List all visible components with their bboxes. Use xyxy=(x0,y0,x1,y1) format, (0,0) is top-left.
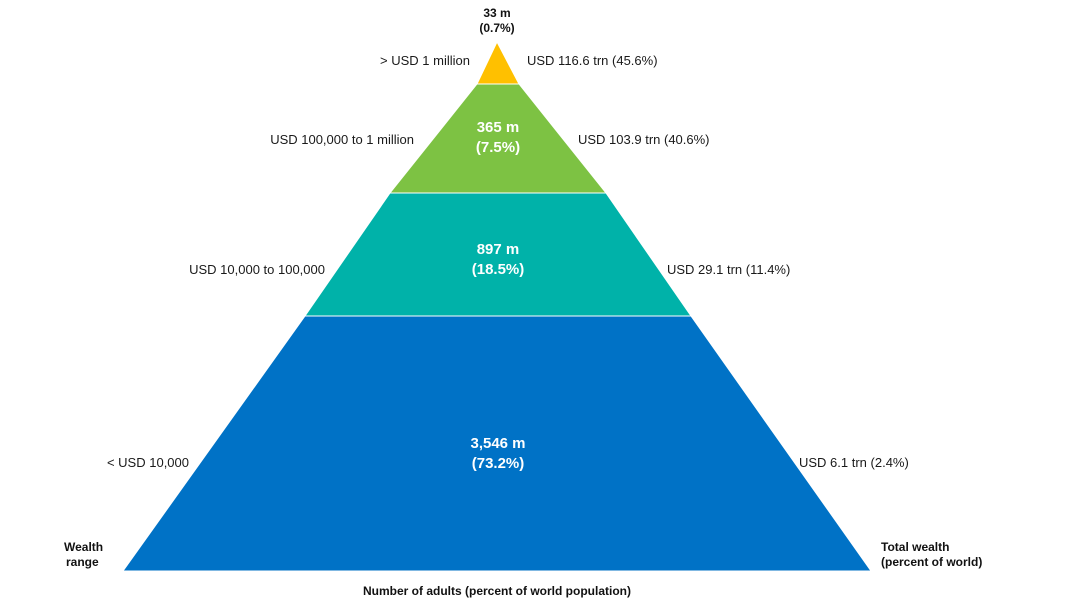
tier-top-range: > USD 1 million xyxy=(380,53,470,68)
tier-top-segment xyxy=(476,40,520,85)
tier-bottom-segment xyxy=(122,315,872,572)
axis-right-line1: Total wealth xyxy=(881,540,950,554)
tier-third-wealth: USD 29.1 trn (11.4%) xyxy=(667,262,791,277)
axis-left-label: Wealth range xyxy=(64,540,103,570)
tier-top-adults-pct: (0.7%) xyxy=(479,21,515,35)
tier-bottom-count: 3,546 m (73.2%) xyxy=(470,434,525,474)
tier-third-adults: 897 m xyxy=(476,241,520,258)
tier-second-count: 365 m (7.5%) xyxy=(476,118,520,158)
tier-top-count: 33 m (0.7%) xyxy=(479,6,514,36)
axis-right-line2: (percent of world) xyxy=(881,555,983,569)
tier-second-wealth: USD 103.9 trn (40.6%) xyxy=(578,132,710,147)
axis-right-label: Total wealth (percent of world) xyxy=(881,540,982,570)
tier-second-adults: 365 m xyxy=(476,119,520,136)
tier-bottom-adults: 3,546 m xyxy=(470,435,526,452)
tier-third-count: 897 m (18.5%) xyxy=(472,240,525,280)
tier-top-wealth: USD 116.6 trn (45.6%) xyxy=(527,53,658,68)
tier-second-adults-pct: (7.5%) xyxy=(475,139,521,156)
tier-bottom-range: < USD 10,000 xyxy=(106,455,189,470)
axis-bottom-label: Number of adults (percent of world popul… xyxy=(363,584,631,598)
tier-bottom-wealth: USD 6.1 trn (2.4%) xyxy=(799,455,909,470)
tier-second-range: USD 100,000 to 1 million xyxy=(270,132,414,147)
tier-third-adults-pct: (18.5%) xyxy=(471,261,525,278)
tier-bottom-adults-pct: (73.2%) xyxy=(471,455,525,472)
axis-left-line2: range xyxy=(66,555,99,569)
tier-top-adults: 33 m xyxy=(483,6,511,20)
tier-third-range: USD 10,000 to 100,000 xyxy=(189,262,325,277)
axis-left-line1: Wealth xyxy=(64,540,104,554)
